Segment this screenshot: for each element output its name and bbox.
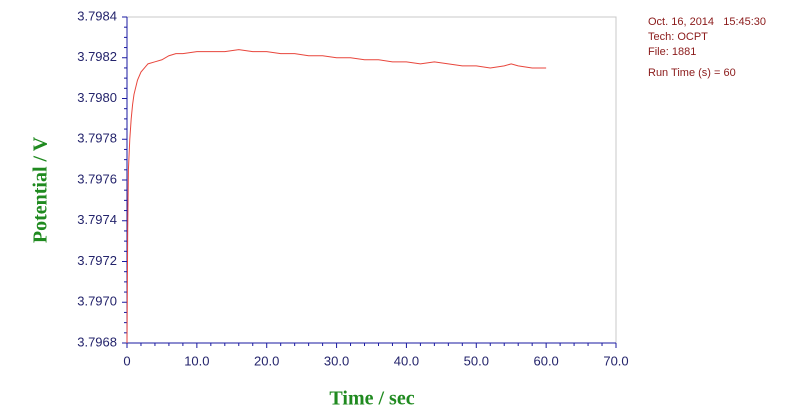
y-tick-label: 3.7968 [77, 334, 117, 349]
y-tick-label: 3.7974 [77, 212, 117, 227]
annotation: Tech: OCPT [648, 31, 708, 43]
y-tick-label: 3.7978 [77, 131, 117, 146]
y-tick-label: 3.7972 [77, 253, 117, 268]
y-tick-label: 3.7980 [77, 90, 117, 105]
data-line [126, 49, 547, 344]
x-tick-label: 30.0 [324, 353, 349, 368]
x-tick-label: 20.0 [254, 353, 279, 368]
y-tick-label: 3.7970 [77, 294, 117, 309]
annotation: Run Time (s) = 60 [648, 67, 736, 79]
plot-frame [126, 16, 617, 344]
x-tick-label: 50.0 [464, 353, 489, 368]
annotation: Oct. 16, 2014 15:45:30 [648, 16, 766, 28]
y-tick-label: 3.7976 [77, 171, 117, 186]
y-tick-label: 3.7984 [77, 8, 117, 23]
x-tick-label: 70.0 [603, 353, 628, 368]
x-tick-label: 10.0 [184, 353, 209, 368]
x-tick-label: 0 [123, 353, 130, 368]
y-tick-label: 3.7982 [77, 49, 117, 64]
x-tick-label: 40.0 [394, 353, 419, 368]
annotation: File: 1881 [648, 46, 696, 58]
x-tick-label: 60.0 [533, 353, 558, 368]
y-axis-title: Potential / V [30, 136, 52, 243]
x-axis-title: Time / sec [329, 388, 414, 410]
